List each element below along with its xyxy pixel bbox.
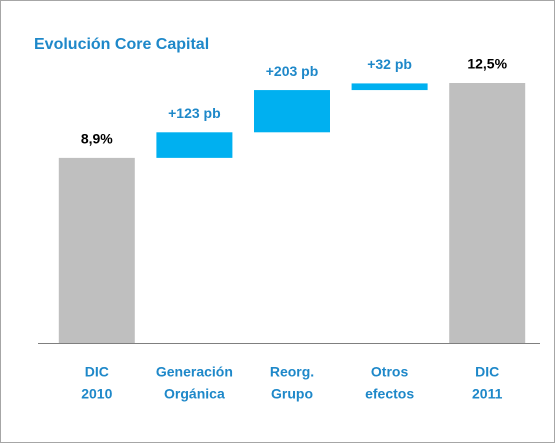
x-tick-label: Reorg. [270,364,314,380]
x-tick-label: 2010 [81,386,112,402]
value-label: 8,9% [81,131,113,147]
total-bar [449,83,526,343]
value-label: +32 pb [367,56,412,72]
x-tick-label: Otros [371,364,409,380]
x-tick-label: DIC [85,364,109,380]
x-tick-label: DIC [475,364,499,380]
total-bar [58,157,135,343]
value-label: +203 pb [266,63,319,79]
x-tick-label: Grupo [271,386,313,402]
delta-bar [156,132,233,158]
delta-bar [351,83,428,91]
x-tick-label: Orgánica [164,386,225,402]
value-label: +123 pb [168,105,221,121]
x-tick-label: Generación [156,364,233,380]
x-tick-label: efectos [365,386,414,402]
delta-bar [254,90,330,133]
x-tick-label: 2011 [472,386,503,402]
chart-title: Evolución Core Capital [34,36,209,53]
value-label: 12,5% [467,56,507,72]
